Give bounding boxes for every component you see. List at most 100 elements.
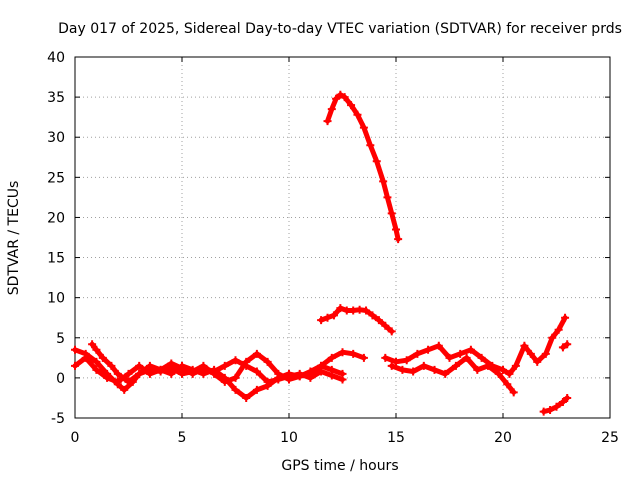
axis-ticks xyxy=(74,56,611,419)
data-point xyxy=(359,123,368,132)
data-point xyxy=(323,117,332,126)
data-point xyxy=(353,110,362,119)
data-point xyxy=(372,157,381,166)
data-point xyxy=(430,365,439,374)
data-point xyxy=(383,193,392,202)
data-point xyxy=(92,365,101,374)
data-point xyxy=(563,393,572,402)
data-point xyxy=(368,311,377,320)
data-point xyxy=(242,393,251,402)
data-point xyxy=(285,372,293,381)
data-point xyxy=(323,313,332,322)
y-tick-label: -5 xyxy=(51,411,65,427)
data-point xyxy=(317,316,326,325)
data-point xyxy=(366,141,375,150)
data-point xyxy=(329,311,338,320)
data-point xyxy=(113,377,122,386)
x-tick-label: 20 xyxy=(494,430,512,446)
data-point xyxy=(120,385,129,394)
y-tick-label: 40 xyxy=(47,50,65,66)
data-point xyxy=(561,313,570,322)
data-point xyxy=(336,304,345,313)
data-point xyxy=(552,402,561,411)
y-tick-label: 5 xyxy=(56,331,65,347)
data-point xyxy=(71,361,79,370)
data-point xyxy=(526,349,535,358)
data-point xyxy=(387,209,396,218)
data-point xyxy=(124,369,133,378)
data-point xyxy=(327,371,336,380)
x-tick-label: 0 xyxy=(71,430,80,446)
data-point xyxy=(394,235,403,244)
data-point xyxy=(558,343,567,352)
data-point xyxy=(210,367,219,376)
data-point xyxy=(338,348,347,357)
data-point xyxy=(558,397,567,406)
data-point xyxy=(306,373,315,382)
data-point xyxy=(145,369,154,378)
data-point xyxy=(434,341,443,350)
data-point xyxy=(81,353,90,362)
data-point xyxy=(347,101,356,110)
data-point xyxy=(295,369,304,378)
data-point xyxy=(98,353,107,362)
data-point xyxy=(71,345,79,354)
data-series xyxy=(71,90,572,416)
data-point xyxy=(362,306,371,315)
data-point xyxy=(135,369,144,378)
data-point xyxy=(441,369,450,378)
x-tick-label: 5 xyxy=(178,430,187,446)
data-point xyxy=(220,361,229,370)
data-point xyxy=(533,357,542,366)
data-point xyxy=(374,316,383,325)
data-point xyxy=(387,327,396,336)
data-point xyxy=(505,369,514,378)
data-point xyxy=(156,365,165,374)
x-tick-label: 15 xyxy=(387,430,405,446)
data-point xyxy=(135,361,144,370)
data-point xyxy=(124,377,133,386)
chart-title: Day 017 of 2025, Sidereal Day-to-day VTE… xyxy=(58,21,622,37)
data-point xyxy=(381,353,390,362)
data-point xyxy=(113,369,122,378)
data-point xyxy=(509,388,518,397)
data-point xyxy=(274,375,283,384)
data-point xyxy=(103,373,112,382)
data-point xyxy=(456,349,465,358)
data-point xyxy=(466,345,475,354)
data-point xyxy=(392,357,400,366)
tick-labels: 0 5 10 15 20 25 -5 0 5 10 15 20 25 30 35 40 xyxy=(47,50,619,446)
data-point xyxy=(252,349,261,358)
data-point xyxy=(477,353,486,362)
data-point xyxy=(167,369,176,378)
data-point xyxy=(231,373,240,382)
data-point xyxy=(327,353,336,362)
data-point xyxy=(349,349,358,358)
data-point xyxy=(263,357,272,366)
y-tick-label: 0 xyxy=(56,371,65,387)
data-point xyxy=(494,369,503,378)
data-point xyxy=(409,367,418,376)
data-point xyxy=(92,357,101,366)
y-tick-label: 20 xyxy=(47,210,65,226)
data-point xyxy=(503,380,512,389)
data-point xyxy=(317,367,326,376)
data-point xyxy=(462,353,471,362)
data-point xyxy=(511,361,520,370)
data-point xyxy=(231,356,240,365)
data-point xyxy=(548,333,557,342)
data-point xyxy=(413,349,422,358)
data-point xyxy=(199,364,208,373)
data-point xyxy=(178,364,186,373)
plot-frame xyxy=(74,56,611,419)
data-point xyxy=(484,361,493,370)
x-tick-label: 10 xyxy=(280,430,298,446)
data-point xyxy=(445,353,454,362)
data-point xyxy=(340,93,349,102)
series-track-g xyxy=(387,353,518,397)
data-point xyxy=(379,177,388,186)
series-track-c xyxy=(88,340,347,386)
y-tick-label: 10 xyxy=(47,291,65,307)
data-point xyxy=(398,365,407,374)
